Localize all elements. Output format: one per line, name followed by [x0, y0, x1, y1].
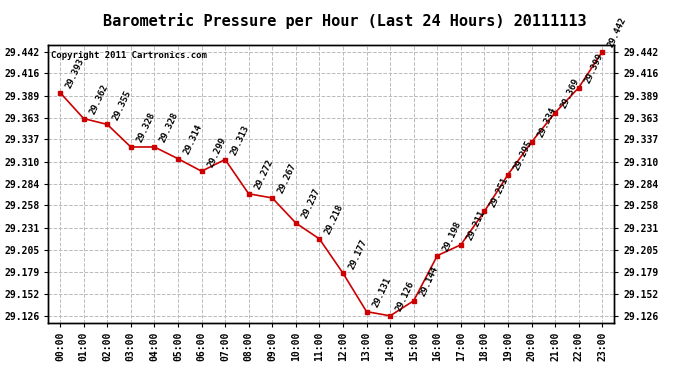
Text: 29.211: 29.211: [465, 209, 487, 242]
Text: 29.177: 29.177: [347, 237, 369, 270]
Text: 29.299: 29.299: [206, 135, 228, 168]
Text: 29.314: 29.314: [182, 123, 204, 156]
Text: 29.131: 29.131: [371, 276, 393, 309]
Text: Copyright 2011 Cartronics.com: Copyright 2011 Cartronics.com: [51, 51, 207, 60]
Text: 29.369: 29.369: [560, 77, 581, 110]
Text: Barometric Pressure per Hour (Last 24 Hours) 20111113: Barometric Pressure per Hour (Last 24 Ho…: [104, 13, 586, 29]
Text: 29.362: 29.362: [88, 83, 110, 116]
Text: 29.313: 29.313: [229, 124, 251, 157]
Text: 29.295: 29.295: [512, 139, 534, 172]
Text: 29.355: 29.355: [111, 88, 133, 122]
Text: 29.393: 29.393: [64, 57, 86, 90]
Text: 29.144: 29.144: [418, 265, 440, 298]
Text: 29.399: 29.399: [583, 52, 604, 85]
Text: 29.198: 29.198: [442, 220, 463, 253]
Text: 29.272: 29.272: [253, 158, 275, 191]
Text: 29.328: 29.328: [159, 111, 180, 144]
Text: 29.218: 29.218: [324, 203, 346, 236]
Text: 29.328: 29.328: [135, 111, 157, 144]
Text: 29.126: 29.126: [394, 280, 416, 313]
Text: 29.334: 29.334: [535, 106, 558, 139]
Text: 29.237: 29.237: [300, 187, 322, 220]
Text: 29.442: 29.442: [607, 16, 629, 49]
Text: 29.267: 29.267: [277, 162, 298, 195]
Text: 29.251: 29.251: [489, 176, 511, 208]
